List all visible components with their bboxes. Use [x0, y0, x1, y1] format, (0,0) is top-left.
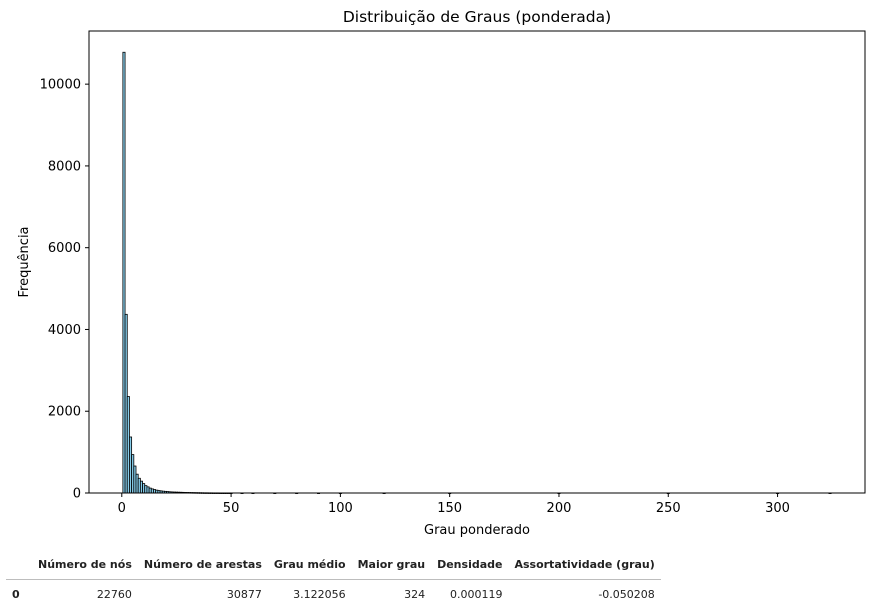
- y-tick-label: 10000: [40, 78, 81, 93]
- plot-frame: [88, 30, 866, 494]
- table-row: 0 22760 30877 3.122056 324 0.000119 -0.0…: [6, 580, 661, 604]
- stats-header-row: Número de nós Número de arestas Grau méd…: [6, 552, 661, 580]
- cell-edges: 30877: [226, 588, 262, 601]
- graph-stats-table: Número de nós Número de arestas Grau méd…: [6, 552, 661, 603]
- y-axis-ticks: 0 2000 4000 6000 8000 10000: [40, 78, 89, 502]
- stats-index-header: [6, 552, 32, 580]
- y-tick-label: 6000: [48, 241, 81, 256]
- y-tick-label: 8000: [48, 159, 81, 174]
- x-tick-label: 250: [656, 501, 681, 516]
- x-tick-label: 300: [765, 501, 790, 516]
- x-axis-ticks: 0 50 100 150 200 250 300: [118, 493, 790, 516]
- stats-header-assortativity: Assortatividade (grau): [508, 552, 661, 580]
- stats-header-nodes: Número de nós: [32, 552, 138, 580]
- cell-max-degree: 324: [404, 588, 426, 601]
- y-tick-label: 2000: [48, 405, 81, 420]
- y-tick-label: 0: [73, 487, 81, 502]
- stats-header-avg-degree: Grau médio: [267, 552, 352, 580]
- x-axis-label: Grau ponderado: [424, 523, 530, 538]
- chart-title: Distribuição de Graus (ponderada): [343, 8, 611, 26]
- degree-histogram: Distribuição de Graus (ponderada) 0 50 100…: [17, 8, 866, 538]
- histogram-bars: [122, 51, 832, 494]
- y-tick-label: 4000: [48, 323, 81, 338]
- cell-density: 0.000119: [449, 588, 503, 601]
- x-tick-label: 150: [437, 501, 462, 516]
- cell-nodes: 22760: [96, 588, 132, 601]
- x-tick-label: 200: [547, 501, 572, 516]
- cell-avg-degree: 3.122056: [293, 588, 346, 601]
- row-index: 0: [12, 588, 20, 601]
- x-tick-label: 0: [118, 501, 126, 516]
- stats-header-density: Densidade: [431, 552, 509, 580]
- stats-header-max-degree: Maior grau: [351, 552, 432, 580]
- stats-header-edges: Número de arestas: [137, 552, 268, 580]
- x-tick-label: 50: [223, 501, 240, 516]
- x-tick-label: 100: [328, 501, 353, 516]
- cell-assortativity: -0.050208: [598, 588, 655, 601]
- y-axis-label: Frequência: [17, 226, 32, 297]
